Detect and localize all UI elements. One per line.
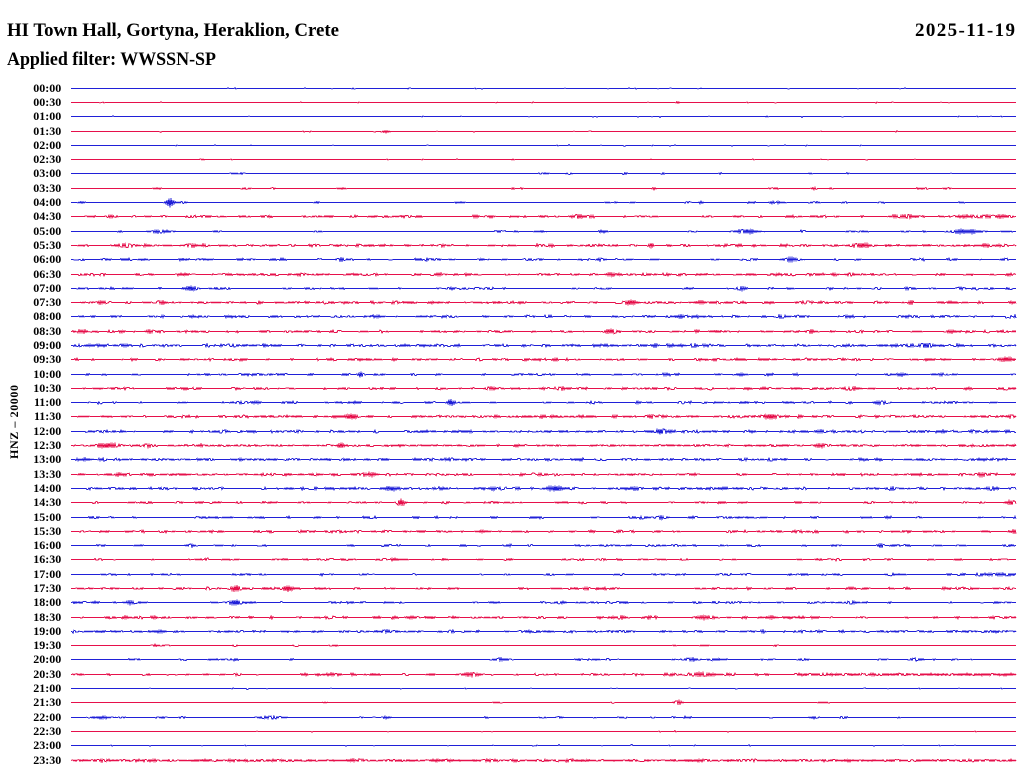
- svg-text:HI Town Hall, Gortyna, Herakli: HI Town Hall, Gortyna, Heraklion, Crete: [7, 20, 339, 41]
- svg-text:Applied filter: WWSSN-SP: Applied filter: WWSSN-SP: [7, 49, 216, 70]
- svg-text:14:00: 14:00: [33, 481, 61, 495]
- svg-text:19:30: 19:30: [33, 638, 61, 652]
- svg-text:23:00: 23:00: [33, 738, 61, 752]
- svg-text:03:30: 03:30: [33, 181, 61, 195]
- svg-text:18:00: 18:00: [33, 595, 61, 609]
- svg-text:04:30: 04:30: [33, 209, 61, 223]
- svg-text:19:00: 19:00: [33, 624, 61, 638]
- svg-text:23:30: 23:30: [33, 753, 61, 767]
- svg-text:01:00: 01:00: [33, 109, 61, 123]
- svg-text:12:30: 12:30: [33, 438, 61, 452]
- svg-text:22:00: 22:00: [33, 710, 61, 724]
- svg-text:09:30: 09:30: [33, 352, 61, 366]
- svg-text:08:30: 08:30: [33, 324, 61, 338]
- svg-text:02:00: 02:00: [33, 138, 61, 152]
- svg-text:01:30: 01:30: [33, 124, 61, 138]
- svg-text:21:30: 21:30: [33, 695, 61, 709]
- svg-text:07:30: 07:30: [33, 295, 61, 309]
- svg-text:06:00: 06:00: [33, 252, 61, 266]
- svg-text:18:30: 18:30: [33, 610, 61, 624]
- svg-text:15:30: 15:30: [33, 524, 61, 538]
- svg-text:16:00: 16:00: [33, 538, 61, 552]
- svg-text:12:00: 12:00: [33, 424, 61, 438]
- svg-text:04:00: 04:00: [33, 195, 61, 209]
- svg-text:21:00: 21:00: [33, 681, 61, 695]
- svg-text:05:30: 05:30: [33, 238, 61, 252]
- svg-text:13:00: 13:00: [33, 452, 61, 466]
- svg-text:13:30: 13:30: [33, 467, 61, 481]
- svg-text:15:00: 15:00: [33, 510, 61, 524]
- svg-text:02:30: 02:30: [33, 152, 61, 166]
- svg-text:11:30: 11:30: [34, 409, 61, 423]
- svg-text:10:30: 10:30: [33, 381, 61, 395]
- svg-text:03:00: 03:00: [33, 166, 61, 180]
- svg-text:11:00: 11:00: [34, 395, 61, 409]
- svg-text:20:00: 20:00: [33, 652, 61, 666]
- svg-text:17:30: 17:30: [33, 581, 61, 595]
- svg-text:00:30: 00:30: [33, 95, 61, 109]
- svg-text:HNZ – 20000: HNZ – 20000: [7, 385, 21, 459]
- svg-text:06:30: 06:30: [33, 267, 61, 281]
- svg-text:16:30: 16:30: [33, 552, 61, 566]
- svg-text:10:00: 10:00: [33, 367, 61, 381]
- svg-text:07:00: 07:00: [33, 281, 61, 295]
- svg-text:08:00: 08:00: [33, 309, 61, 323]
- svg-text:00:00: 00:00: [33, 81, 61, 95]
- svg-text:20:30: 20:30: [33, 667, 61, 681]
- svg-text:22:30: 22:30: [33, 724, 61, 738]
- svg-text:05:00: 05:00: [33, 224, 61, 238]
- svg-text:14:30: 14:30: [33, 495, 61, 509]
- svg-text:09:00: 09:00: [33, 338, 61, 352]
- svg-text:17:00: 17:00: [33, 567, 61, 581]
